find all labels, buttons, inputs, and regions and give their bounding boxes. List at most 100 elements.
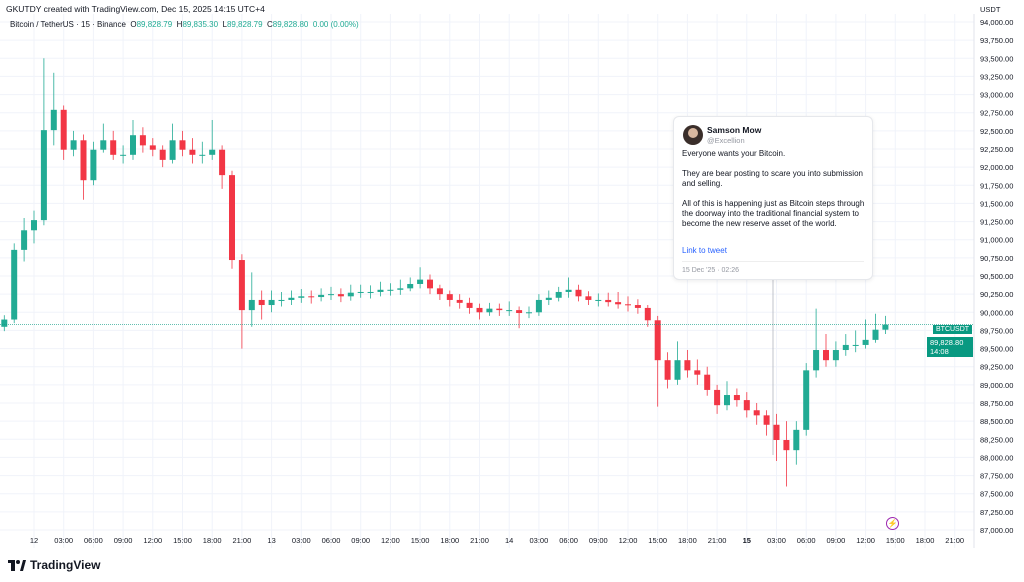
candle-body [654, 320, 661, 361]
candle-body [842, 344, 849, 351]
candle-body [446, 294, 453, 300]
candle-body [427, 279, 433, 289]
candle [763, 410, 770, 436]
y-tick-label: 92,500.00 [980, 127, 1013, 136]
candle-body [704, 374, 711, 390]
candle-body [615, 302, 622, 305]
candle [704, 366, 711, 396]
symbol-legend: Bitcoin / TetherUS · 15 · Binance O89,82… [10, 20, 359, 29]
x-tick-label: 15:00 [648, 536, 667, 545]
y-tick-label: 93,750.00 [980, 36, 1013, 45]
candle [367, 285, 374, 299]
candle-body [169, 140, 176, 160]
tweet-date: 15 Dec '25 · 02:26 [682, 267, 739, 274]
y-tick-label: 90,750.00 [980, 254, 1013, 263]
candle [169, 123, 176, 164]
candle [436, 284, 443, 300]
change-value: 0.00 (0.00%) [312, 20, 359, 29]
candle-body [535, 299, 542, 313]
candle-body [159, 149, 166, 160]
candle-body [80, 140, 87, 181]
bar-countdown: 14:08 [930, 347, 949, 356]
candle-body [724, 395, 730, 406]
candle [377, 281, 384, 297]
candle [50, 72, 57, 146]
candle [268, 290, 275, 313]
x-tick-label: 06:00 [797, 536, 816, 545]
x-tick-label: 12:00 [619, 536, 638, 545]
tweet-paragraph: All of this is happening just as Bitcoin… [682, 199, 865, 228]
candle [486, 302, 493, 316]
candle [516, 306, 523, 329]
y-tick-label: 88,500.00 [980, 417, 1013, 426]
x-tick-label: 09:00 [114, 536, 133, 545]
candle [605, 292, 612, 307]
candle [298, 289, 305, 303]
price-axis[interactable]: 94,000.00 93,750.00 93,500.00 93,250.00 93,0… [980, 18, 1013, 535]
candle-body [60, 109, 67, 150]
candle [585, 291, 592, 306]
y-tick-label: 90,250.00 [980, 290, 1013, 299]
candle-body [763, 415, 770, 425]
x-tick-label: 18:00 [916, 536, 935, 545]
x-tick-label: 12:00 [856, 536, 875, 545]
candle [496, 303, 503, 316]
candle-body [199, 154, 206, 156]
candle [120, 145, 127, 164]
candle [130, 119, 136, 160]
price-unit: USDT [980, 5, 1001, 14]
lightning-icon[interactable]: ⚡ [886, 517, 899, 530]
candle [40, 58, 47, 226]
candle [456, 294, 463, 309]
candle [357, 284, 364, 298]
candle-body [21, 230, 28, 250]
candle [11, 243, 18, 324]
candles [1, 58, 889, 487]
candle [842, 334, 849, 356]
x-tick-label: 21:00 [945, 536, 964, 545]
candle-body [783, 440, 790, 451]
x-tick-label: 03:00 [54, 536, 73, 545]
y-tick-label: 88,000.00 [980, 453, 1013, 462]
x-tick-label: 21:00 [708, 536, 727, 545]
x-tick-label: 18:00 [678, 536, 697, 545]
candle-body [595, 299, 602, 301]
x-tick-label: 21:00 [233, 536, 252, 545]
tradingview-logo[interactable]: TradingView [8, 558, 100, 572]
x-tick-label: 09:00 [827, 536, 846, 545]
tweet-link[interactable]: Link to tweet [682, 246, 727, 255]
y-tick-label: 89,750.00 [980, 326, 1013, 335]
candle-body [832, 350, 839, 361]
candle [684, 350, 691, 378]
candle [872, 313, 879, 343]
candle [793, 421, 800, 465]
y-tick-label: 91,500.00 [980, 199, 1013, 208]
time-axis[interactable]: 12 03:00 06:00 09:00 12:00 15:00 18:00 21:00 13 0… [30, 536, 964, 545]
candle-body [436, 288, 443, 295]
candle-body [585, 296, 592, 300]
candle-body [288, 297, 295, 300]
candle [21, 217, 28, 262]
candle-body [268, 299, 275, 306]
candle-body [11, 249, 18, 320]
candle [466, 297, 473, 314]
y-tick-label: 89,500.00 [980, 345, 1013, 354]
candle-body [70, 140, 77, 150]
open-label: O [130, 20, 137, 29]
tradingview-logo-icon [8, 559, 26, 571]
symbol-name[interactable]: Bitcoin / TetherUS · 15 · Binance [10, 20, 126, 29]
candle-body [545, 297, 552, 300]
candle [882, 315, 889, 335]
candle [852, 330, 859, 353]
y-tick-label: 93,000.00 [980, 91, 1013, 100]
candle [644, 305, 651, 327]
candle [595, 293, 602, 307]
candle [229, 170, 235, 269]
candle [80, 134, 87, 200]
candle [625, 296, 631, 312]
y-tick-label: 91,750.00 [980, 181, 1013, 190]
candle-body [625, 304, 631, 306]
candle-body [357, 291, 364, 293]
x-tick-label: 03:00 [767, 536, 786, 545]
